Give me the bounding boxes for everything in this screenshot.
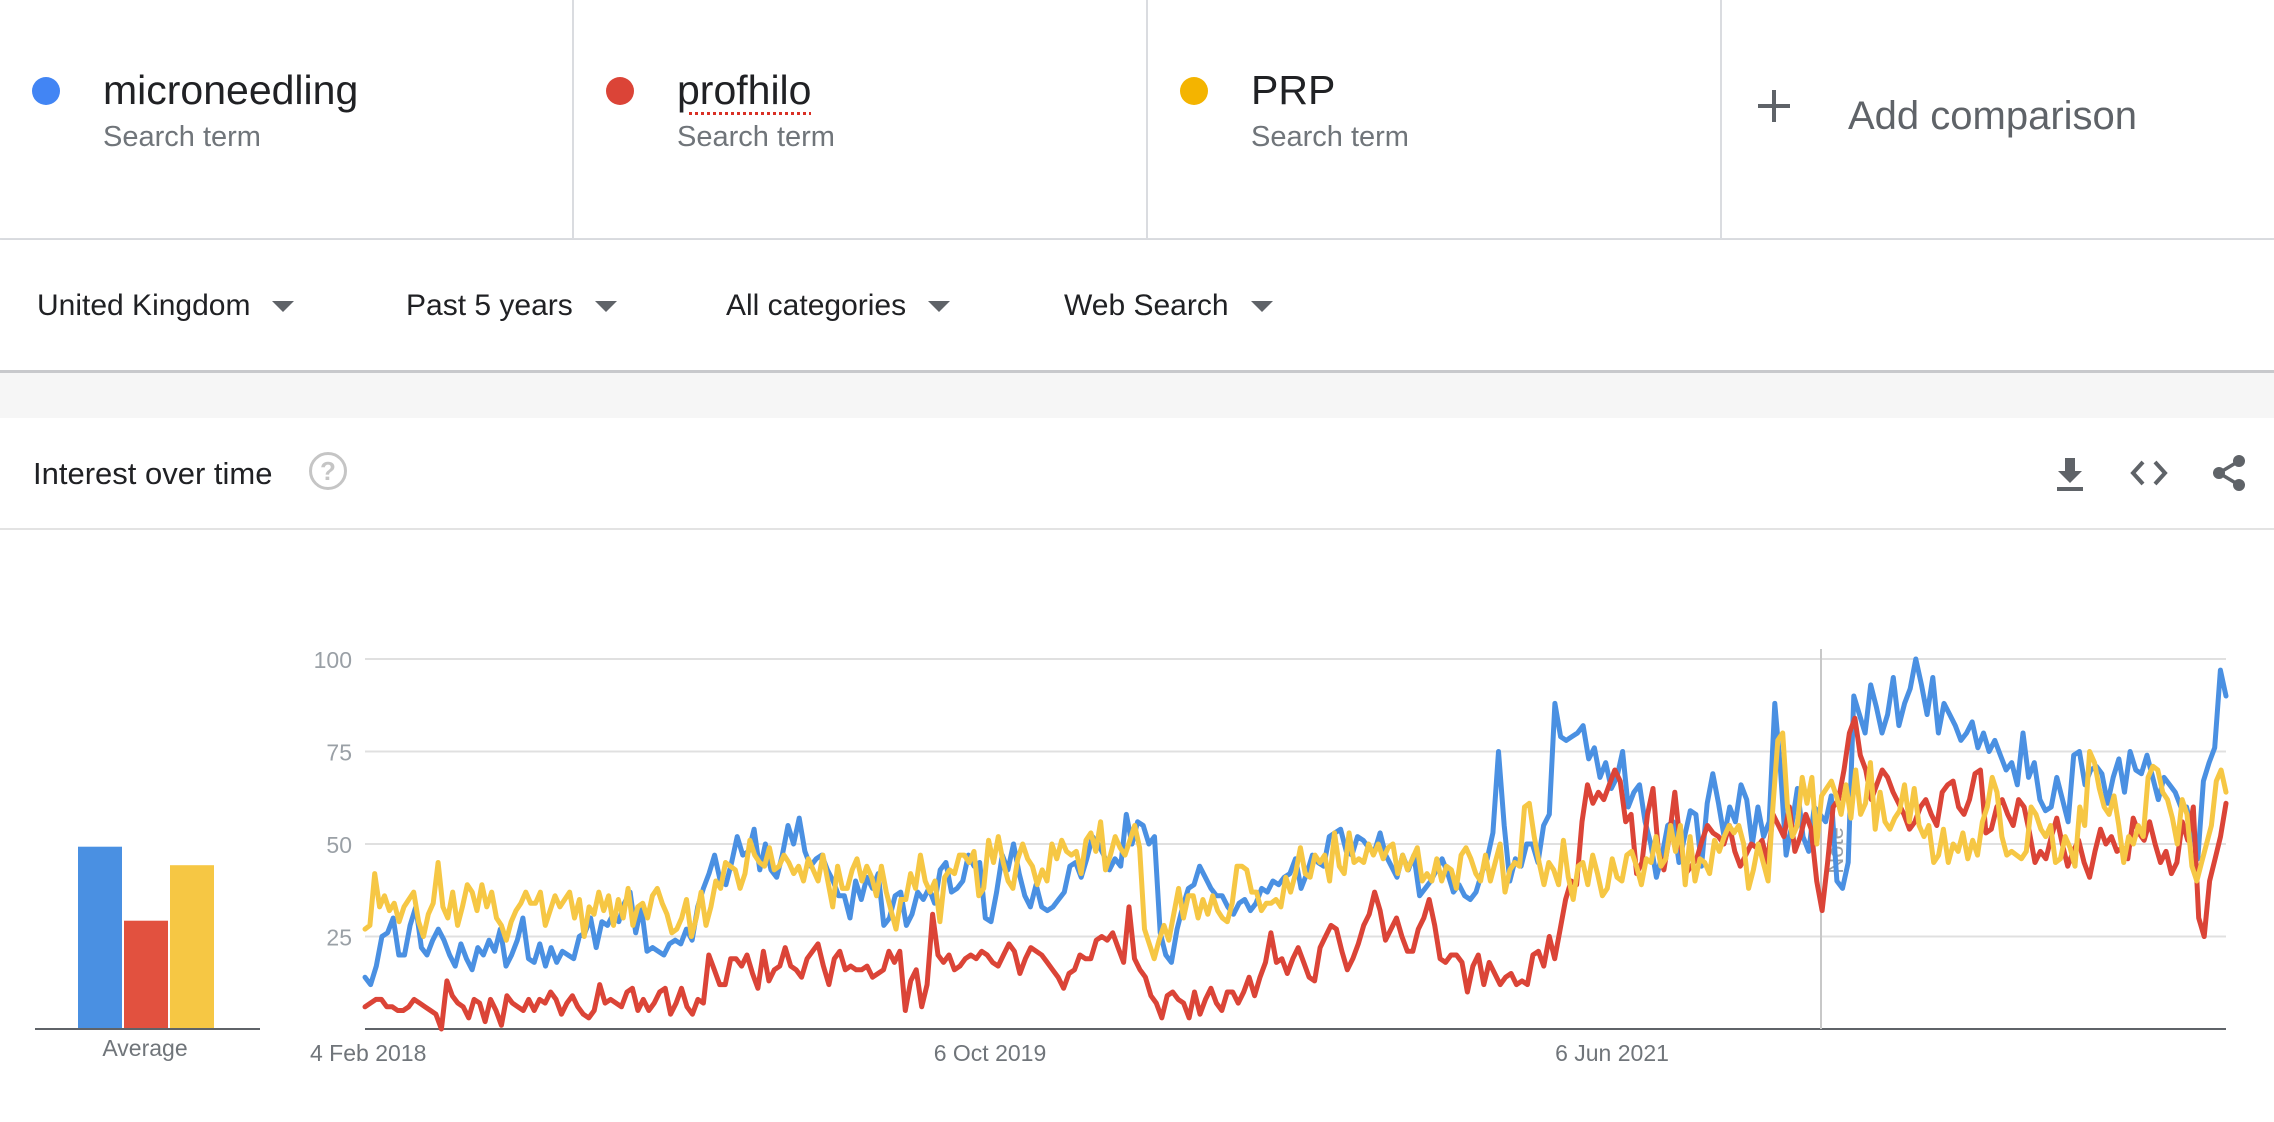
x-tick-label: 6 Oct 2019 [934, 1040, 1047, 1066]
series-color-dot [606, 77, 634, 105]
region-dropdown-label: United Kingdom [37, 289, 251, 322]
average-bar-prp[interactable] [170, 865, 214, 1028]
card-title: Interest over time [33, 456, 273, 491]
x-tick-label: 6 Jun 2021 [1555, 1040, 1669, 1066]
average-bar-profhilo[interactable] [124, 920, 168, 1028]
search-term-type: Search term [103, 121, 261, 153]
embed-code-icon[interactable] [2128, 452, 2170, 494]
caret-down-icon [928, 300, 951, 312]
filter-bar: United Kingdom Past 5 years All categori… [0, 240, 2274, 373]
category-dropdown[interactable]: All categories [726, 286, 951, 326]
search-term-name[interactable]: profhilo [677, 67, 812, 113]
x-tick-label: 4 Feb 2018 [310, 1040, 426, 1066]
time-range-dropdown[interactable]: Past 5 years [406, 286, 617, 326]
search-type-dropdown-label: Web Search [1064, 289, 1229, 322]
search-term-type: Search term [677, 121, 835, 153]
add-comparison-button[interactable]: Add comparison [1722, 0, 2274, 238]
download-icon[interactable] [2049, 452, 2091, 494]
series-line-prp[interactable] [362, 730, 2229, 962]
category-dropdown-label: All categories [726, 289, 907, 322]
caret-down-icon [272, 300, 295, 312]
caret-down-icon [594, 300, 617, 312]
search-term-name[interactable]: PRP [1251, 67, 1336, 113]
series-color-dot [32, 77, 60, 105]
section-divider [0, 373, 2274, 418]
series-line-microneedling[interactable] [362, 656, 2229, 988]
y-tick-label: 100 [314, 647, 352, 673]
y-tick-label: 75 [326, 740, 352, 766]
share-icon[interactable] [2208, 452, 2250, 494]
search-term-type: Search term [1251, 121, 1409, 153]
search-type-dropdown[interactable]: Web Search [1064, 286, 1273, 326]
series-color-dot [1180, 77, 1208, 105]
caret-down-icon [1250, 300, 1273, 312]
time-range-dropdown-label: Past 5 years [406, 289, 573, 322]
search-term-card-prp[interactable]: PRP Search term [1148, 0, 1722, 238]
average-bar-microneedling[interactable] [78, 846, 122, 1028]
search-term-card-profhilo[interactable]: profhilo Search term [574, 0, 1148, 238]
search-terms-bar: microneedling Search term profhilo Searc… [0, 0, 2274, 240]
search-term-card-microneedling[interactable]: microneedling Search term [0, 0, 574, 238]
region-dropdown[interactable]: United Kingdom [37, 286, 295, 326]
search-term-name[interactable]: microneedling [103, 67, 359, 113]
add-comparison-label: Add comparison [1848, 94, 2138, 138]
average-label: Average [102, 1035, 188, 1061]
y-tick-label: 50 [326, 832, 352, 858]
interest-over-time-header: Interest over time ? [0, 418, 2274, 530]
plus-icon [1758, 90, 1790, 122]
y-tick-label: 25 [326, 925, 352, 951]
question-circle-icon[interactable]: ? [309, 452, 347, 490]
average-bar-chart [35, 846, 260, 1030]
